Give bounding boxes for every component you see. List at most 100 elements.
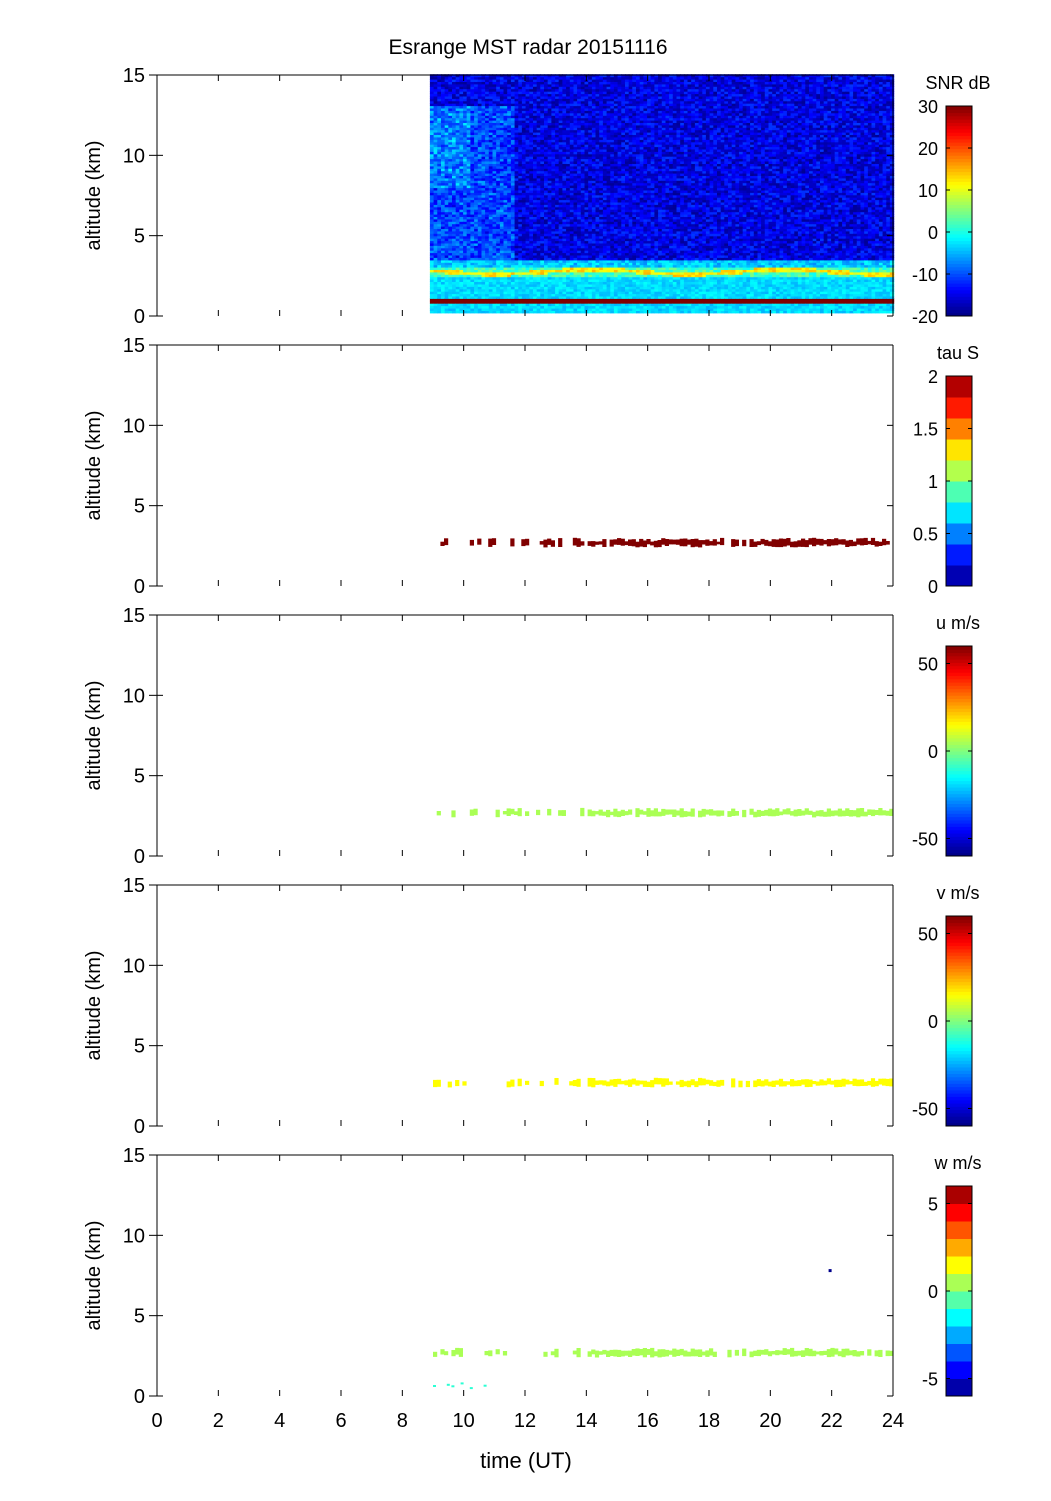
snr-cell: [444, 156, 449, 160]
snr-cell: [536, 264, 541, 268]
snr-cell: [551, 204, 556, 208]
snr-cell: [514, 197, 519, 201]
snr-cell: [533, 264, 538, 268]
snr-cell: [558, 88, 563, 92]
snr-cell: [481, 240, 486, 244]
snr-cell: [503, 283, 508, 287]
snr-cell: [485, 185, 490, 189]
snr-cell: [569, 269, 575, 273]
snr-cell: [492, 95, 497, 99]
snr-cell: [474, 291, 479, 295]
snr-cell: [433, 112, 438, 116]
snr-cell: [569, 189, 575, 193]
snr-cell: [525, 238, 530, 242]
snr-cell: [544, 124, 549, 128]
snr-cell: [433, 163, 438, 167]
snr-cell: [584, 305, 589, 309]
snr-cell: [558, 264, 563, 268]
snr-cell: [452, 187, 457, 191]
snr-cell: [577, 110, 582, 114]
snr-cell: [514, 238, 519, 242]
snr-cell: [518, 194, 523, 198]
snr-cell: [507, 86, 512, 90]
snr-cell: [573, 98, 578, 102]
snr-cell: [441, 146, 446, 150]
snr-cell: [433, 264, 438, 268]
snr-cell: [573, 310, 578, 314]
snr-cell: [496, 267, 501, 270]
snr-cell: [488, 242, 494, 246]
snr-cell: [529, 240, 534, 244]
snr-cell: [433, 110, 438, 114]
snr-cell: [555, 303, 560, 307]
snr-cell: [529, 86, 534, 90]
snr-cell: [510, 132, 516, 135]
snr-cell: [455, 197, 460, 201]
snr-cell: [525, 115, 530, 119]
snr-cell: [562, 153, 567, 157]
snr-cell: [492, 276, 497, 280]
snr-cell: [477, 182, 483, 186]
snr-cell: [580, 100, 586, 104]
snr-cell: [514, 226, 519, 229]
snr-cell: [470, 310, 475, 314]
snr-cell: [441, 269, 446, 273]
snr-cell: [521, 144, 527, 148]
snr-cell: [510, 216, 516, 220]
snr-cell: [551, 226, 556, 229]
snr-cell: [488, 303, 494, 307]
snr-cell: [525, 197, 530, 201]
snr-cell: [510, 197, 516, 201]
snr-cell: [466, 93, 471, 97]
snr-cell: [584, 230, 589, 234]
snr-cell: [540, 127, 545, 131]
snr-cell: [459, 194, 464, 198]
snr-cell: [562, 156, 567, 160]
snr-cell: [529, 127, 534, 131]
snr-cell: [492, 238, 497, 242]
snr-cell: [441, 81, 446, 85]
snr-cell: [492, 177, 497, 181]
snr-cell: [503, 175, 508, 179]
snr-cell: [463, 201, 468, 205]
snr-cell: [510, 252, 516, 256]
snr-cell: [452, 185, 457, 189]
snr-cell: [518, 124, 523, 128]
snr-cell: [488, 182, 494, 186]
snr-cell: [591, 257, 597, 261]
snr-cell: [481, 194, 486, 198]
snr-cell: [477, 257, 483, 261]
snr-cell: [533, 79, 538, 82]
snr-cell: [503, 226, 508, 229]
snr-cell: [496, 310, 501, 314]
snr-cell: [566, 110, 571, 114]
snr-cell: [544, 156, 549, 160]
snr-cell: [444, 238, 449, 242]
snr-cell: [441, 201, 446, 205]
snr-cell: [492, 163, 497, 167]
snr-cell: [507, 95, 512, 99]
snr-cell: [573, 216, 578, 220]
snr-cell: [444, 295, 449, 299]
snr-cell: [577, 245, 582, 249]
snr-cell: [503, 117, 508, 121]
snr-cell: [444, 254, 449, 258]
snr-cell: [437, 177, 442, 181]
snr-cell: [455, 262, 460, 266]
snr-cell: [463, 146, 468, 150]
snr-cell: [485, 233, 490, 237]
snr-cell: [463, 165, 468, 169]
snr-cell: [514, 228, 519, 232]
snr-cell: [433, 148, 438, 152]
snr-cell: [562, 127, 567, 131]
snr-cell: [503, 259, 508, 263]
snr-cell: [481, 192, 486, 196]
snr-cell: [547, 216, 552, 220]
snr-cell: [499, 269, 505, 273]
snr-cell: [499, 214, 505, 217]
snr-cell: [441, 245, 446, 249]
snr-cell: [441, 76, 446, 80]
snr-cell: [437, 259, 442, 263]
snr-cell: [573, 245, 578, 249]
snr-cell: [525, 267, 530, 270]
